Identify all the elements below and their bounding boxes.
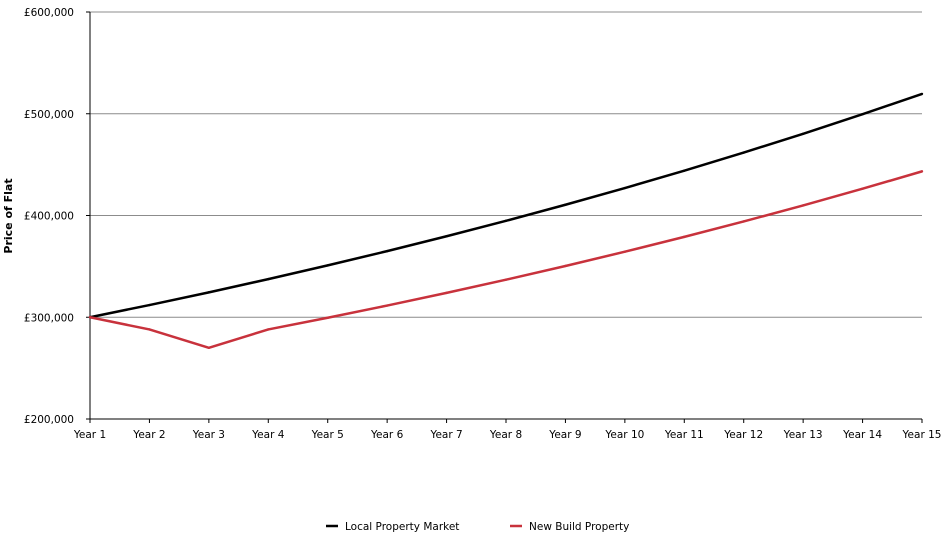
series-2 (88, 170, 924, 350)
x-tick-label: Year 2 (132, 429, 165, 441)
data-point (920, 92, 924, 96)
y-ticks: £200,000 £300,000 £400,000 £500,000 £600,000 (24, 7, 90, 426)
data-point (623, 186, 627, 190)
y-tick-label: £600,000 (24, 7, 74, 19)
legend-item: Local Property Market (326, 521, 459, 533)
y-axis-title: Price of Flat (2, 178, 15, 253)
y-tick-label: £200,000 (24, 414, 74, 426)
x-tick-label: Year 9 (548, 429, 581, 441)
data-point (326, 264, 329, 267)
data-point (861, 187, 864, 190)
legend-item: New Build Property (510, 521, 629, 533)
data-point (88, 316, 92, 319)
x-tick-label: Year 8 (489, 429, 522, 441)
data-point (267, 277, 270, 281)
x-tick-label: Year 1 (73, 429, 106, 441)
data-point (207, 346, 211, 349)
x-tick-label: Year 11 (664, 429, 704, 441)
data-point (564, 264, 567, 268)
data-point (445, 235, 448, 238)
x-tick-label: Year 5 (311, 429, 344, 441)
x-tick-label: Year 14 (842, 429, 882, 441)
series-layer (88, 92, 924, 350)
x-ticks: Year 1 Year 2 Year 3 Year 4 Year 5 Year 6 Year… (73, 419, 942, 441)
x-tick-label: Year 3 (192, 429, 225, 441)
data-point (683, 169, 686, 172)
legend: Local Property Market New Build Property (326, 521, 629, 533)
data-point (385, 249, 389, 253)
x-tick-label: Year 4 (251, 429, 285, 441)
x-tick-label: Year 13 (783, 429, 823, 441)
gridlines (90, 11, 922, 318)
data-point (683, 235, 686, 239)
y-tick-label: £300,000 (24, 312, 74, 324)
data-point (207, 291, 211, 294)
x-tick-label: Year 12 (723, 429, 763, 441)
data-point (148, 328, 151, 331)
data-point (267, 328, 270, 331)
y-tick-label: £400,000 (24, 211, 74, 223)
data-point (742, 151, 745, 154)
data-point (564, 203, 567, 206)
legend-label: New Build Property (529, 521, 629, 533)
x-tick-label: Year 6 (370, 429, 404, 441)
x-tick-label: Year 15 (902, 429, 942, 441)
y-tick-label: £500,000 (24, 109, 74, 121)
series-line (89, 170, 923, 350)
data-point (504, 219, 508, 223)
series-line (89, 92, 923, 319)
legend-label: Local Property Market (345, 521, 459, 533)
x-tick-label: Year 7 (429, 429, 462, 441)
data-point (148, 303, 151, 307)
data-point (861, 113, 864, 116)
data-point (623, 250, 627, 253)
data-point (385, 304, 389, 307)
x-tick-label: Year 10 (604, 429, 644, 441)
data-point (742, 220, 745, 223)
data-point (920, 170, 924, 173)
data-point (326, 316, 329, 319)
data-point (801, 132, 805, 135)
series-1 (88, 92, 924, 319)
data-point (445, 291, 448, 295)
data-point (504, 278, 508, 281)
data-point (801, 204, 805, 207)
